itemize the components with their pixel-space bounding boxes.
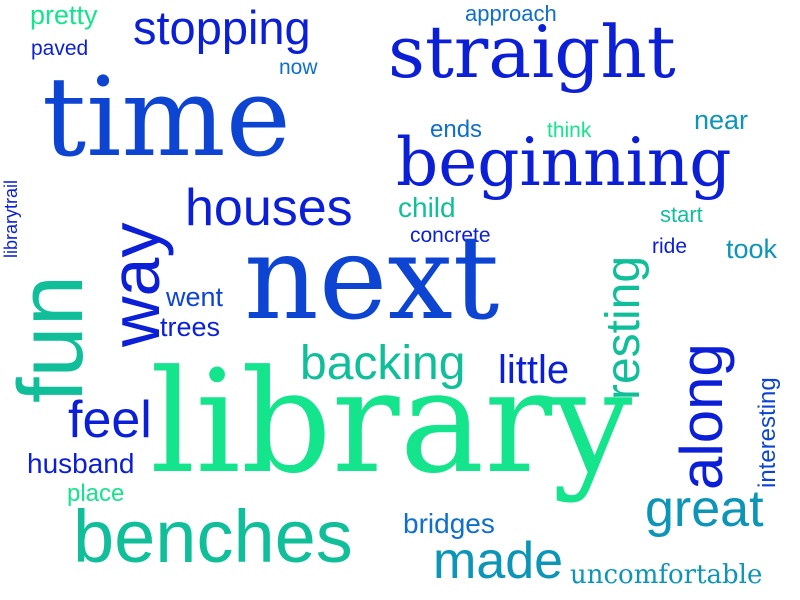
- word-trees: trees: [160, 312, 221, 342]
- word-place: place: [67, 480, 125, 507]
- word-beginning: beginning: [396, 124, 732, 201]
- word-library: library: [150, 340, 633, 505]
- word-went: went: [166, 282, 224, 312]
- word-took: took: [726, 234, 778, 264]
- word-fun: fun: [0, 275, 102, 403]
- word-feel: feel: [68, 391, 152, 449]
- word-husband: husband: [27, 448, 135, 479]
- word-time: time: [42, 53, 291, 181]
- word-stopping: stopping: [133, 1, 311, 54]
- word-near: near: [694, 105, 749, 135]
- word-librarytrail: librarytrail: [1, 179, 21, 258]
- word-houses: houses: [185, 179, 353, 237]
- word-next: next: [244, 211, 500, 346]
- word-approach: approach: [465, 1, 557, 26]
- word-backing: backing: [300, 337, 466, 390]
- word-interesting: interesting: [754, 377, 781, 488]
- word-start: start: [660, 202, 703, 227]
- word-uncomfortable: uncomfortable: [570, 560, 763, 590]
- word-concrete: concrete: [410, 224, 491, 247]
- word-bridges: bridges: [403, 508, 495, 539]
- word-benches: benches: [73, 495, 353, 578]
- word-great: great: [645, 480, 764, 538]
- word-ends: ends: [430, 116, 483, 143]
- word-made: made: [433, 532, 564, 590]
- word-ride: ride: [652, 235, 688, 258]
- word-now: now: [279, 56, 318, 79]
- word-along: along: [668, 343, 735, 490]
- word-child: child: [398, 192, 456, 223]
- word-little: little: [498, 348, 570, 392]
- word-straight: straight: [388, 10, 676, 94]
- word-pretty: pretty: [30, 0, 98, 30]
- word-think: think: [547, 119, 592, 142]
- word-paved: paved: [31, 37, 89, 60]
